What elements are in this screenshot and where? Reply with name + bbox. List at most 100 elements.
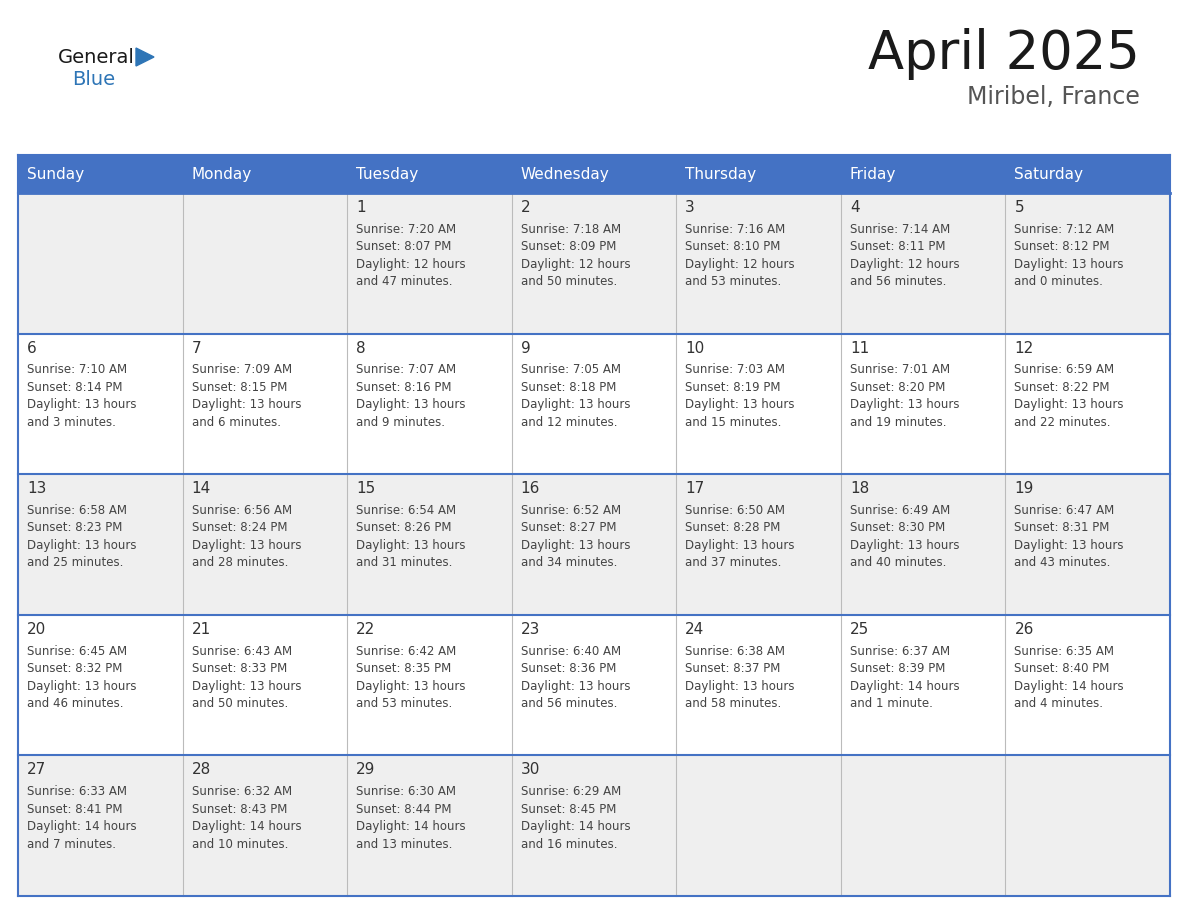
Text: Saturday: Saturday	[1015, 166, 1083, 182]
Text: 7: 7	[191, 341, 201, 355]
Text: Sunset: 8:16 PM: Sunset: 8:16 PM	[356, 381, 451, 394]
Text: Sunrise: 6:59 AM: Sunrise: 6:59 AM	[1015, 364, 1114, 376]
Text: Sunset: 8:26 PM: Sunset: 8:26 PM	[356, 521, 451, 534]
Bar	[18, 475, 183, 615]
Bar	[347, 193, 512, 333]
Text: 10: 10	[685, 341, 704, 355]
Text: Daylight: 13 hours: Daylight: 13 hours	[27, 398, 137, 411]
Text: Monday: Monday	[191, 166, 252, 182]
Text: Sunrise: 7:10 AM: Sunrise: 7:10 AM	[27, 364, 127, 376]
Text: and 0 minutes.: and 0 minutes.	[1015, 275, 1104, 288]
Text: Sunrise: 6:37 AM: Sunrise: 6:37 AM	[849, 644, 950, 657]
Text: Sunset: 8:10 PM: Sunset: 8:10 PM	[685, 241, 781, 253]
Text: 3: 3	[685, 200, 695, 215]
Text: Sunrise: 6:40 AM: Sunrise: 6:40 AM	[520, 644, 621, 657]
Text: Sunrise: 6:45 AM: Sunrise: 6:45 AM	[27, 644, 127, 657]
Text: Sunset: 8:27 PM: Sunset: 8:27 PM	[520, 521, 617, 534]
Text: 13: 13	[27, 481, 46, 497]
Bar	[512, 333, 676, 475]
Text: Daylight: 14 hours: Daylight: 14 hours	[520, 820, 631, 834]
Text: Daylight: 13 hours: Daylight: 13 hours	[27, 679, 137, 692]
Text: and 28 minutes.: and 28 minutes.	[191, 556, 287, 569]
Text: Daylight: 14 hours: Daylight: 14 hours	[27, 820, 137, 834]
Text: Daylight: 14 hours: Daylight: 14 hours	[356, 820, 466, 834]
Text: and 15 minutes.: and 15 minutes.	[685, 416, 782, 429]
Text: Sunset: 8:39 PM: Sunset: 8:39 PM	[849, 662, 946, 675]
Text: and 4 minutes.: and 4 minutes.	[1015, 697, 1104, 710]
Text: Sunrise: 7:05 AM: Sunrise: 7:05 AM	[520, 364, 620, 376]
Text: Sunset: 8:18 PM: Sunset: 8:18 PM	[520, 381, 617, 394]
Text: and 7 minutes.: and 7 minutes.	[27, 837, 116, 851]
Text: Sunrise: 6:43 AM: Sunrise: 6:43 AM	[191, 644, 292, 657]
Text: 11: 11	[849, 341, 870, 355]
Bar	[512, 155, 676, 193]
Text: Sunrise: 6:35 AM: Sunrise: 6:35 AM	[1015, 644, 1114, 657]
Bar	[183, 155, 347, 193]
Text: Sunset: 8:28 PM: Sunset: 8:28 PM	[685, 521, 781, 534]
Bar	[18, 155, 183, 193]
Text: 24: 24	[685, 621, 704, 637]
Text: and 1 minute.: and 1 minute.	[849, 697, 933, 710]
Text: Daylight: 13 hours: Daylight: 13 hours	[356, 679, 466, 692]
Text: 9: 9	[520, 341, 531, 355]
Text: and 12 minutes.: and 12 minutes.	[520, 416, 618, 429]
Text: Sunset: 8:33 PM: Sunset: 8:33 PM	[191, 662, 286, 675]
Text: 8: 8	[356, 341, 366, 355]
Text: and 50 minutes.: and 50 minutes.	[191, 697, 287, 710]
Bar	[676, 193, 841, 333]
Text: and 47 minutes.: and 47 minutes.	[356, 275, 453, 288]
Text: Sunrise: 7:18 AM: Sunrise: 7:18 AM	[520, 223, 621, 236]
Bar	[841, 756, 1005, 896]
Text: Daylight: 14 hours: Daylight: 14 hours	[191, 820, 302, 834]
Text: Daylight: 12 hours: Daylight: 12 hours	[520, 258, 631, 271]
Text: Sunrise: 6:30 AM: Sunrise: 6:30 AM	[356, 785, 456, 798]
Text: Daylight: 12 hours: Daylight: 12 hours	[685, 258, 795, 271]
Bar	[512, 475, 676, 615]
Bar	[841, 475, 1005, 615]
Bar	[18, 615, 183, 756]
Bar	[676, 155, 841, 193]
Text: and 53 minutes.: and 53 minutes.	[685, 275, 782, 288]
Text: Sunset: 8:41 PM: Sunset: 8:41 PM	[27, 802, 122, 816]
Text: Daylight: 13 hours: Daylight: 13 hours	[191, 539, 301, 552]
Text: General: General	[58, 48, 135, 67]
Text: 17: 17	[685, 481, 704, 497]
Text: 5: 5	[1015, 200, 1024, 215]
Text: Sunset: 8:15 PM: Sunset: 8:15 PM	[191, 381, 287, 394]
Text: Sunset: 8:45 PM: Sunset: 8:45 PM	[520, 802, 617, 816]
Text: Sunset: 8:44 PM: Sunset: 8:44 PM	[356, 802, 451, 816]
Text: and 50 minutes.: and 50 minutes.	[520, 275, 617, 288]
Text: Sunrise: 7:20 AM: Sunrise: 7:20 AM	[356, 223, 456, 236]
Text: Daylight: 13 hours: Daylight: 13 hours	[849, 539, 960, 552]
Text: Daylight: 13 hours: Daylight: 13 hours	[1015, 258, 1124, 271]
Bar	[676, 333, 841, 475]
Text: Daylight: 14 hours: Daylight: 14 hours	[849, 679, 960, 692]
Bar	[512, 615, 676, 756]
Text: Daylight: 13 hours: Daylight: 13 hours	[1015, 398, 1124, 411]
Bar	[18, 193, 183, 333]
Text: Sunrise: 6:58 AM: Sunrise: 6:58 AM	[27, 504, 127, 517]
Text: and 16 minutes.: and 16 minutes.	[520, 837, 618, 851]
Text: 19: 19	[1015, 481, 1034, 497]
Text: 30: 30	[520, 763, 541, 778]
Bar	[347, 475, 512, 615]
Text: Sunset: 8:24 PM: Sunset: 8:24 PM	[191, 521, 287, 534]
Text: Daylight: 13 hours: Daylight: 13 hours	[191, 679, 301, 692]
Text: and 6 minutes.: and 6 minutes.	[191, 416, 280, 429]
Text: Sunset: 8:14 PM: Sunset: 8:14 PM	[27, 381, 122, 394]
Text: Sunrise: 7:03 AM: Sunrise: 7:03 AM	[685, 364, 785, 376]
Text: and 53 minutes.: and 53 minutes.	[356, 697, 453, 710]
Bar	[347, 615, 512, 756]
Text: Sunrise: 6:52 AM: Sunrise: 6:52 AM	[520, 504, 621, 517]
Text: Sunrise: 7:12 AM: Sunrise: 7:12 AM	[1015, 223, 1114, 236]
Polygon shape	[135, 48, 154, 66]
Text: Daylight: 13 hours: Daylight: 13 hours	[356, 398, 466, 411]
Text: Sunset: 8:07 PM: Sunset: 8:07 PM	[356, 241, 451, 253]
Bar	[1005, 193, 1170, 333]
Text: Daylight: 12 hours: Daylight: 12 hours	[356, 258, 466, 271]
Text: Daylight: 13 hours: Daylight: 13 hours	[520, 679, 630, 692]
Text: Sunset: 8:43 PM: Sunset: 8:43 PM	[191, 802, 287, 816]
Text: Friday: Friday	[849, 166, 896, 182]
Text: 14: 14	[191, 481, 210, 497]
Text: and 37 minutes.: and 37 minutes.	[685, 556, 782, 569]
